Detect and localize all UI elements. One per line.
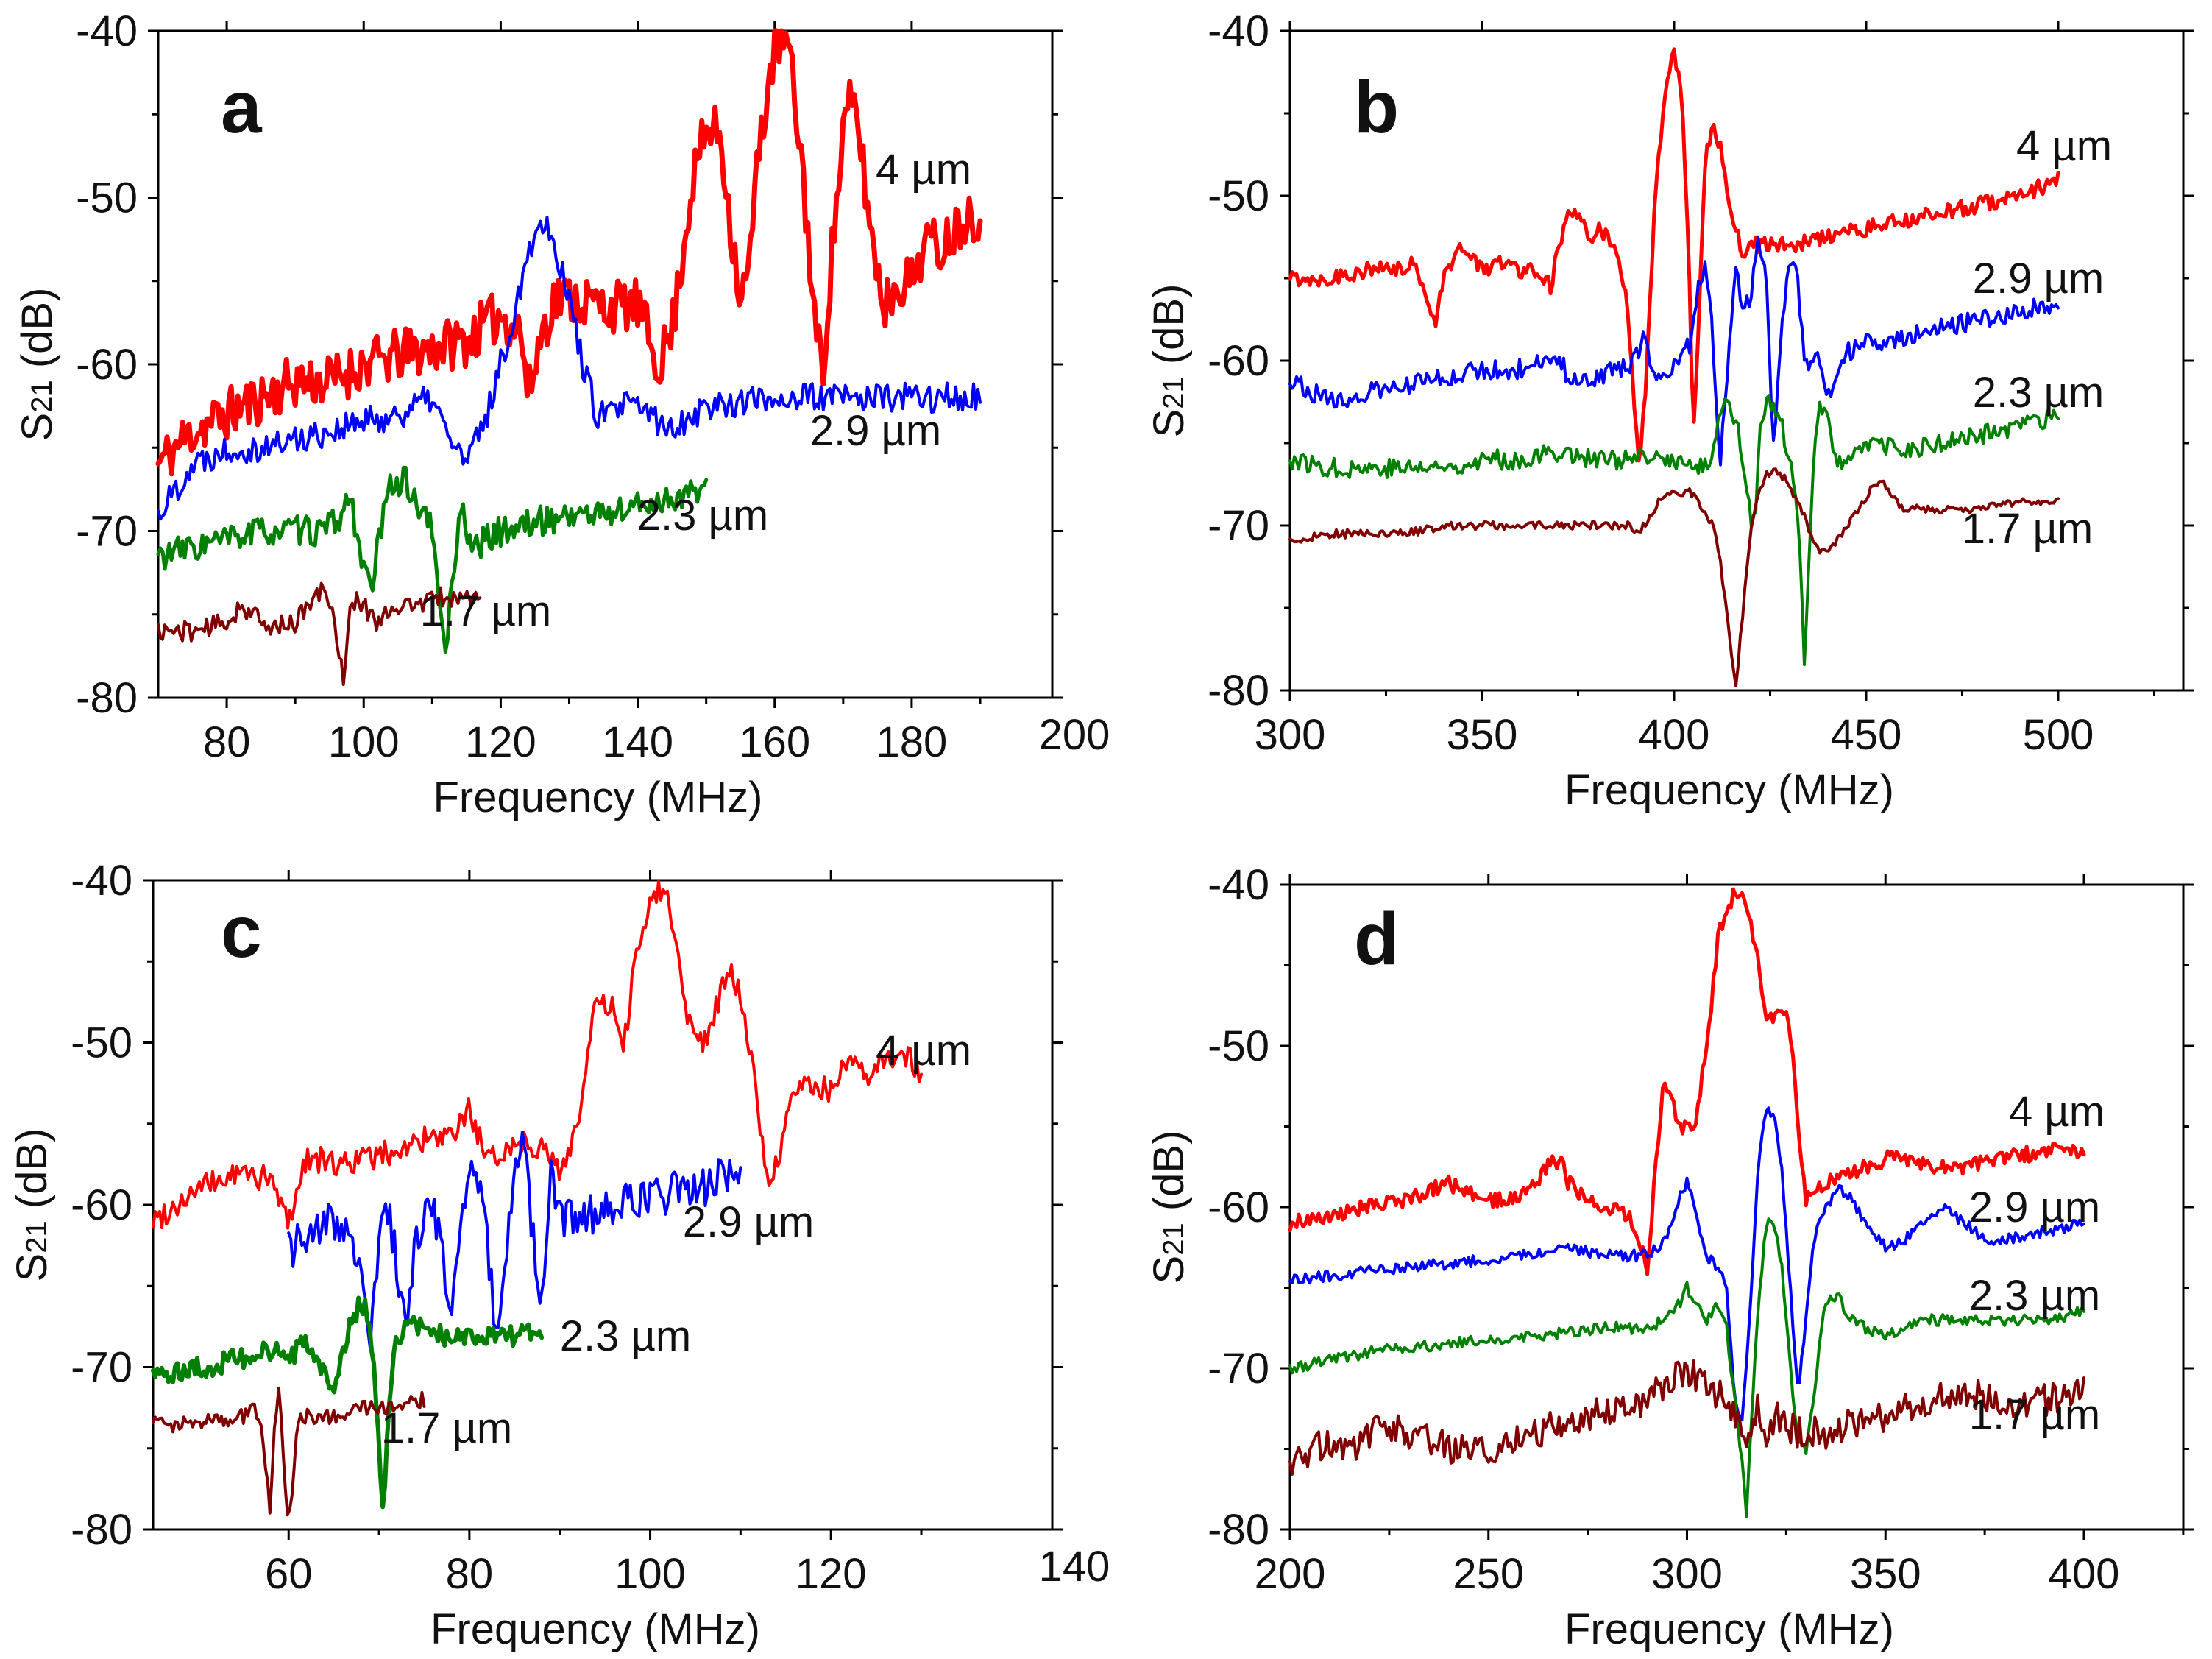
y-tick-label: -60 bbox=[76, 341, 138, 389]
series-label: 2.3 µm bbox=[637, 492, 768, 540]
y-tick-label: -40 bbox=[76, 7, 138, 55]
series-label: 2.3 µm bbox=[1969, 1272, 2100, 1320]
series-label: 1.7 µm bbox=[1962, 505, 2093, 553]
y-tick-label: -70 bbox=[1208, 502, 1269, 550]
series-line-1 bbox=[1288, 47, 2060, 463]
series-label: 4 µm bbox=[876, 1027, 971, 1075]
y-axis-label: S21 (dB) bbox=[1145, 284, 1193, 438]
y-axis-label: S21 (dB) bbox=[1145, 1131, 1193, 1284]
series-line-2 bbox=[287, 1131, 742, 1351]
series-line-1 bbox=[152, 880, 923, 1230]
x-tick-label: 120 bbox=[795, 1550, 867, 1598]
panel-letter: b bbox=[1354, 66, 1399, 149]
x-tick-label: 60 bbox=[265, 1550, 313, 1598]
x-axis-label: Frequency (MHz) bbox=[433, 774, 763, 821]
series-label: 2.9 µm bbox=[1969, 1184, 2100, 1231]
x-tick-label: 250 bbox=[1453, 1550, 1524, 1598]
series-label: 2.9 µm bbox=[810, 407, 941, 455]
y-tick-label: -80 bbox=[1208, 1506, 1269, 1554]
series-line-4 bbox=[1288, 467, 2060, 687]
series-label: 4 µm bbox=[2016, 122, 2112, 170]
y-tick-label: -40 bbox=[71, 857, 132, 905]
panel-letter: a bbox=[221, 66, 263, 149]
y-tick-label: -60 bbox=[1208, 337, 1269, 385]
y-axis-label: S21 (dB) bbox=[8, 1128, 56, 1282]
y-tick-label: -60 bbox=[71, 1181, 132, 1229]
y-tick-label: -50 bbox=[76, 174, 138, 222]
series-label: 2.9 µm bbox=[1973, 255, 2104, 303]
x-tick-label: 200 bbox=[1255, 1550, 1326, 1598]
x-tick-label: 400 bbox=[2049, 1550, 2120, 1598]
series-label: 1.7 µm bbox=[1969, 1391, 2100, 1439]
x-tick-label: 350 bbox=[1447, 711, 1518, 759]
x-tick-label: 100 bbox=[328, 718, 400, 766]
series-line-2 bbox=[1288, 235, 2060, 467]
y-tick-label: -60 bbox=[1208, 1184, 1269, 1231]
series-label: 4 µm bbox=[2009, 1088, 2105, 1136]
y-tick-label: -40 bbox=[1208, 7, 1269, 55]
series-line-4 bbox=[152, 1386, 426, 1517]
series-label: 2.9 µm bbox=[683, 1198, 814, 1246]
panel-a: -40 -50 -60 -70 -80 80 100 120 140 160 180 200 Frequ… bbox=[13, 7, 1110, 821]
series-line-2 bbox=[157, 216, 982, 521]
y-tick-label: -50 bbox=[1208, 172, 1269, 220]
series-line-1 bbox=[155, 28, 983, 477]
x-axis-label: Frequency (MHz) bbox=[1564, 1605, 1894, 1653]
x-tick-label: 140 bbox=[602, 718, 673, 766]
x-axis-label: Frequency (MHz) bbox=[430, 1605, 760, 1653]
y-tick-label: -40 bbox=[1208, 861, 1269, 909]
x-tick-label: 450 bbox=[1831, 711, 1902, 759]
y-tick-label: -80 bbox=[1208, 667, 1269, 715]
series-line-3 bbox=[156, 465, 709, 654]
series-line-4 bbox=[157, 581, 482, 686]
x-tick-label: 300 bbox=[1255, 711, 1326, 759]
x-tick-label: 80 bbox=[446, 1550, 494, 1598]
series-line-4 bbox=[1288, 1359, 2085, 1476]
series-label: 1.7 µm bbox=[420, 587, 551, 635]
series-label: 2.3 µm bbox=[1973, 369, 2104, 417]
series-line-2 bbox=[1288, 1106, 2085, 1422]
series-label: 4 µm bbox=[876, 146, 971, 194]
y-tick-label: -80 bbox=[76, 674, 138, 722]
plot-frame bbox=[157, 29, 1054, 699]
x-tick-label: 300 bbox=[1651, 1550, 1723, 1598]
x-tick-label: 200 bbox=[1039, 711, 1110, 759]
series-line-1 bbox=[1288, 887, 2086, 1276]
y-tick-label: -70 bbox=[1208, 1345, 1269, 1393]
x-tick-label: 120 bbox=[465, 718, 536, 766]
panel-letter: c bbox=[221, 891, 262, 973]
y-tick-label: -70 bbox=[71, 1344, 132, 1392]
x-tick-label: 500 bbox=[2023, 711, 2094, 759]
x-tick-label: 80 bbox=[203, 718, 251, 766]
x-tick-label: 350 bbox=[1850, 1550, 1921, 1598]
y-axis-label: S21 (dB) bbox=[13, 288, 61, 442]
y-tick-label: -50 bbox=[71, 1019, 132, 1067]
series-line-3 bbox=[1288, 1217, 2085, 1518]
x-axis-label: Frequency (MHz) bbox=[1564, 766, 1894, 814]
series-line-3 bbox=[151, 1295, 545, 1510]
panel-c: -40 -50 -60 -70 -80 60 80 100 120 140 Frequency (M… bbox=[8, 857, 1110, 1653]
y-tick-label: -70 bbox=[76, 508, 138, 556]
y-tick-label: -80 bbox=[71, 1506, 132, 1554]
series-line-3 bbox=[1288, 394, 2060, 667]
x-tick-label: 160 bbox=[739, 718, 810, 766]
y-tick-label: -50 bbox=[1208, 1022, 1269, 1070]
x-tick-label: 180 bbox=[876, 718, 948, 766]
x-tick-label: 400 bbox=[1639, 711, 1710, 759]
x-tick-label: 140 bbox=[1039, 1543, 1110, 1591]
panel-letter: d bbox=[1354, 898, 1399, 980]
series-label: 1.7 µm bbox=[381, 1404, 512, 1452]
x-tick-label: 100 bbox=[614, 1550, 686, 1598]
series-label: 2.3 µm bbox=[560, 1312, 691, 1360]
